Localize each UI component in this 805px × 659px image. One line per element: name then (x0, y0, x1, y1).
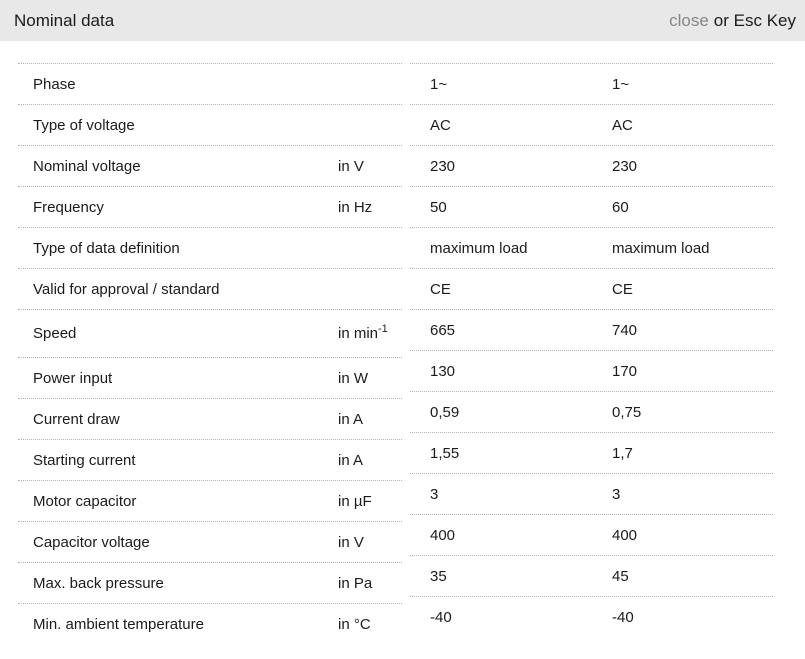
row-unit: in W (338, 369, 368, 387)
table-row-label: Type of data definition (18, 227, 402, 268)
table-row-label: Starting current in A (18, 439, 402, 480)
table-row-label: Valid for approval / standard (18, 268, 402, 309)
table-row-values: 400 400 (410, 514, 773, 555)
table-row-values: 230 230 (410, 145, 773, 186)
row-label: Speed (33, 325, 77, 342)
value-variant-1: CE (430, 280, 451, 298)
titlebar-actions: close or Esc Key (669, 11, 796, 31)
value-variant-1: AC (430, 116, 451, 134)
row-label: Frequency (33, 198, 104, 216)
value-variant-1: 35 (430, 567, 447, 585)
table-row-values: 665 740 (410, 309, 773, 350)
labels-column: Phase Type of voltage Nominal voltage in V F… (18, 63, 402, 644)
row-unit: in µF (338, 492, 372, 510)
value-variant-2: 740 (612, 321, 638, 339)
value-variant-2: 230 (612, 157, 638, 175)
table-row-label: Type of voltage (18, 104, 402, 145)
table-row-values: AC AC (410, 104, 773, 145)
row-label: Starting current (33, 451, 136, 469)
table-row-values: CE CE (410, 268, 773, 309)
row-unit: in V (338, 157, 364, 175)
value-variant-1: 230 (430, 157, 456, 175)
row-label: Current draw (33, 410, 120, 428)
value-variant-1: 665 (430, 321, 456, 339)
table-row-values: -40 -40 (410, 596, 773, 637)
value-variant-2: maximum load (612, 239, 710, 257)
table-row-label: Min. ambient temperature in °C (18, 603, 402, 644)
value-variant-1: 3 (430, 485, 439, 503)
table-row-label: Motor capacitor in µF (18, 480, 402, 521)
table-row-values: maximum load maximum load (410, 227, 773, 268)
table-row-label: Capacitor voltage in V (18, 521, 402, 562)
row-label: Type of data definition (33, 239, 180, 257)
row-unit: in °C (338, 615, 371, 633)
nominal-data-table: Phase Type of voltage Nominal voltage in V F… (18, 63, 773, 644)
row-label: Motor capacitor (33, 492, 137, 510)
table-row-label: Max. back pressure in Pa (18, 562, 402, 603)
value-variant-1: 400 (430, 526, 456, 544)
value-variant-1: 1,55 (430, 444, 460, 462)
unit-superscript: -1 (378, 323, 388, 335)
table-row-values: 130 170 (410, 350, 773, 391)
value-variant-2: 1,7 (612, 444, 633, 462)
value-variant-2: 45 (612, 567, 629, 585)
row-label: Nominal voltage (33, 157, 141, 175)
table-row-label: Current draw in A (18, 398, 402, 439)
row-unit: in A (338, 451, 364, 469)
value-variant-2: AC (612, 116, 633, 134)
table-row-values: 1~ 1~ (410, 63, 773, 104)
table-row-label: Power input in W (18, 357, 402, 398)
table-row-label: Frequency in Hz (18, 186, 402, 227)
value-variant-2: 1~ (612, 75, 630, 93)
row-label: Max. back pressure (33, 574, 164, 592)
row-unit: in A (338, 410, 364, 428)
row-unit: in Hz (338, 198, 373, 216)
row-label: Type of voltage (33, 116, 135, 134)
value-variant-1: -40 (430, 608, 452, 626)
table-row-label: Phase (18, 63, 402, 104)
dialog-title: Nominal data (14, 10, 115, 30)
value-variant-2: 3 (612, 485, 621, 503)
table-row-values: 0,59 0,75 (410, 391, 773, 432)
esc-key-hint: or Esc Key (713, 10, 796, 30)
value-variant-2: 60 (612, 198, 629, 216)
row-label: Capacitor voltage (33, 533, 150, 551)
value-variant-2: 400 (612, 526, 638, 544)
value-variant-1: 0,59 (430, 403, 460, 421)
row-label: Power input (33, 369, 113, 387)
value-variant-2: 170 (612, 362, 638, 380)
values-column: 1~ 1~ AC AC 230 230 50 60 maximum load maximum lo… (410, 63, 773, 644)
row-unit: in Pa (338, 574, 373, 592)
value-variant-1: maximum load (430, 239, 528, 257)
row-label: Valid for approval / standard (33, 280, 220, 298)
row-label: Phase (33, 75, 76, 93)
value-variant-1: 50 (430, 198, 447, 216)
row-label: Min. ambient temperature (33, 615, 204, 633)
close-link[interactable]: close (669, 10, 709, 30)
dialog-titlebar: Nominal data close or Esc Key (0, 0, 805, 41)
table-row-values: 35 45 (410, 555, 773, 596)
value-variant-2: CE (612, 280, 633, 298)
row-unit: in V (338, 533, 364, 551)
table-row-values: 1,55 1,7 (410, 432, 773, 473)
table-row-values: 50 60 (410, 186, 773, 227)
value-variant-1: 130 (430, 362, 456, 380)
table-row-label: Nominal voltage in V (18, 145, 402, 186)
value-variant-2: 0,75 (612, 403, 642, 421)
value-variant-1: 1~ (430, 75, 448, 93)
row-unit: in min-1 (338, 323, 388, 343)
value-variant-2: -40 (612, 608, 634, 626)
table-row-label: Speed in min-1 (18, 309, 402, 357)
